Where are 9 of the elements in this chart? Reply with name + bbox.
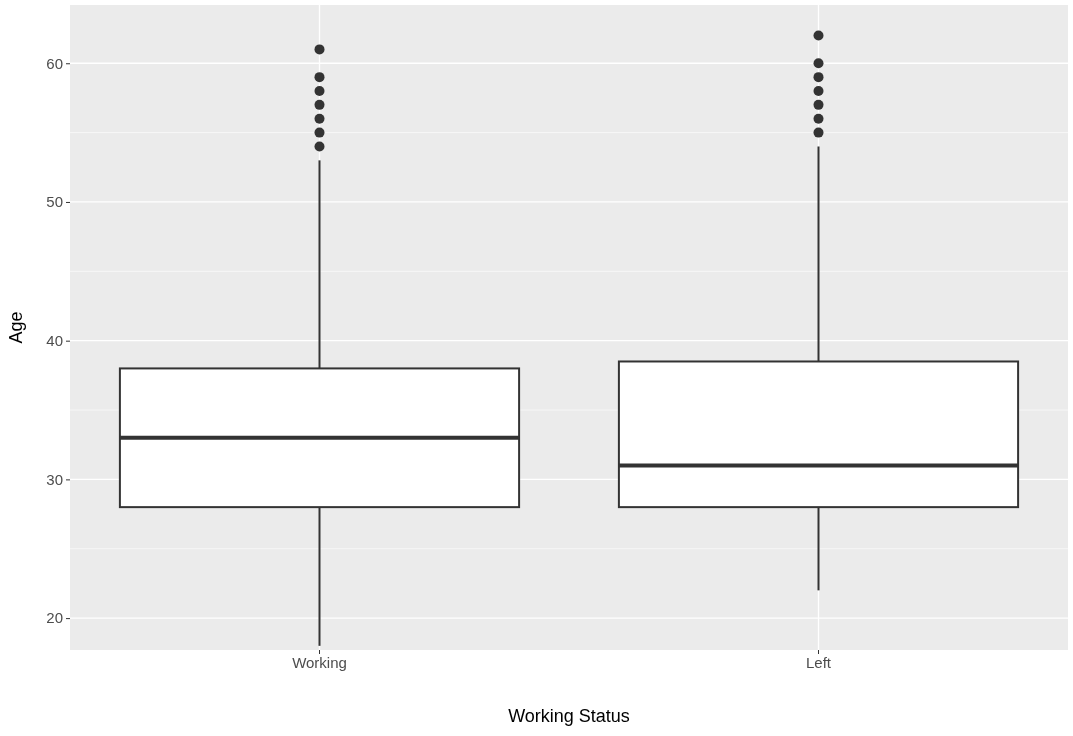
- y-tick-label: 40: [46, 331, 63, 349]
- y-axis-title: Age: [6, 311, 26, 344]
- x-tick-label: Working: [292, 653, 347, 671]
- y-tick-label: 20: [46, 609, 63, 627]
- y-tick-label: 50: [46, 193, 63, 211]
- x-tick-label: Left: [805, 653, 832, 671]
- y-tick-label: 30: [46, 470, 63, 488]
- y-tick-label: 60: [46, 54, 63, 72]
- x-axis-title: Working Status: [508, 706, 630, 726]
